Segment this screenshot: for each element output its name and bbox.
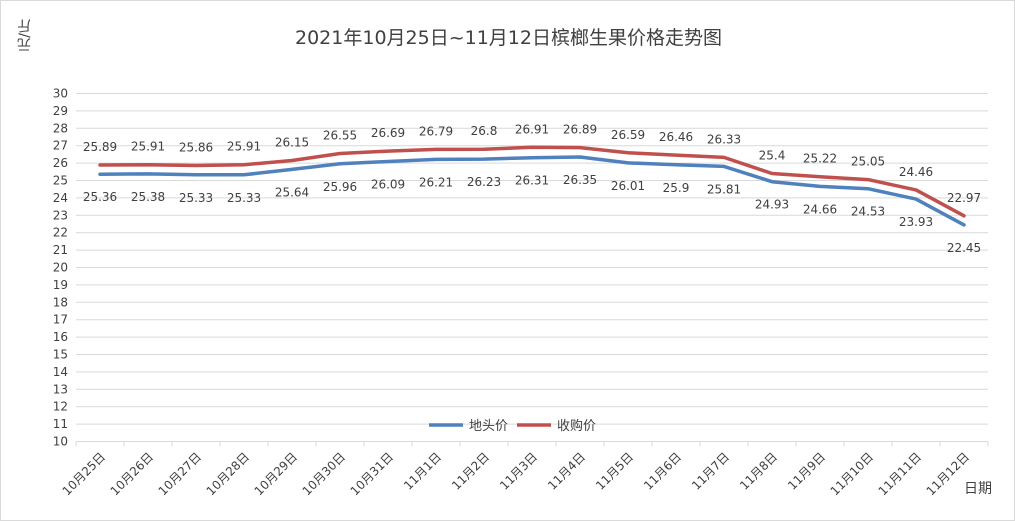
data-label: 25.64 [275,185,309,199]
data-label: 26.31 [515,174,549,188]
data-label: 26.01 [611,179,645,193]
data-label: 26.09 [371,178,405,192]
data-label: 25.36 [83,190,117,204]
data-label: 26.46 [659,130,693,144]
data-label: 25.33 [179,191,213,205]
x-tick-label: 11月5日 [593,450,636,493]
x-tick-label: 11月8日 [737,450,780,493]
data-label: 25.91 [131,140,165,154]
legend-label: 地头价 [469,419,508,434]
y-tick-label: 28 [53,121,68,135]
data-label: 25.22 [803,152,837,166]
data-label: 26.55 [323,129,357,143]
y-tick-label: 29 [53,104,68,118]
data-label: 25.86 [179,141,213,155]
y-tick-label: 30 [53,87,68,101]
data-label: 24.93 [755,198,789,212]
x-axis-label: 日期 [964,481,992,497]
data-label: 25.38 [131,190,165,204]
y-tick-label: 20 [53,261,68,275]
y-tick-label: 16 [53,330,68,344]
data-label: 25.4 [759,149,786,163]
x-tick-label: 11月10日 [828,450,876,498]
data-label: 22.45 [947,241,981,255]
y-tick-label: 23 [53,208,68,222]
x-tick-label: 11月11日 [876,450,924,498]
data-label: 26.23 [467,175,501,189]
x-tick-label: 10月31日 [348,450,396,498]
legend-label: 收购价 [557,418,596,434]
y-tick-label: 19 [53,278,68,292]
series-line-1 [98,155,966,227]
x-tick-label: 11月9日 [785,450,828,493]
data-label: 26.59 [611,128,645,142]
data-label: 25.96 [323,180,357,194]
x-tick-label: 11月6日 [641,450,684,493]
x-tick-label: 10月25日 [60,450,108,498]
data-label: 26.35 [563,173,597,187]
data-label: 24.53 [851,205,885,219]
y-tick-label: 18 [53,295,68,309]
x-tick-label: 10月27日 [156,450,204,498]
data-label: 25.9 [663,181,690,195]
x-tick-label: 11月7日 [689,450,732,493]
data-label: 26.15 [275,135,309,149]
y-tick-label: 13 [53,382,68,396]
chart-title: 2021年10月25日~11月12日槟榔生果价格走势图 [295,27,722,49]
y-tick-label: 24 [53,191,68,205]
y-tick-label: 21 [53,243,68,257]
y-tick-label: 14 [53,365,68,379]
y-tick-label: 25 [53,174,68,188]
data-label: 24.66 [803,202,837,216]
data-label: 25.05 [851,155,885,169]
data-label: 25.33 [227,191,261,205]
data-label: 25.91 [227,140,261,154]
data-label: 26.69 [371,126,405,140]
data-label: 26.79 [419,124,453,138]
x-tick-label: 11月2日 [449,450,492,493]
data-label: 26.89 [563,123,597,137]
x-tick-label: 10月26日 [108,450,156,498]
data-label: 26.8 [471,124,498,138]
data-label: 26.91 [515,122,549,136]
x-tick-label: 11月12日 [924,450,972,498]
y-tick-label: 10 [53,435,68,449]
x-tick-label: 11月1日 [401,450,444,493]
y-tick-label: 22 [53,226,68,240]
data-label: 26.21 [419,175,453,189]
data-label: 25.81 [707,182,741,196]
data-label: 22.97 [947,191,981,205]
y-tick-label: 26 [53,156,68,170]
x-tick-label: 10月28日 [204,450,252,498]
y-tick-label: 15 [53,348,68,362]
data-label: 24.46 [899,165,933,179]
x-tick-label: 11月3日 [497,450,540,493]
data-label: 26.33 [707,132,741,146]
data-label: 23.93 [899,215,933,229]
y-tick-label: 17 [53,313,68,327]
x-tick-label: 11月4日 [545,450,588,493]
series-line-2 [98,145,966,218]
y-tick-label: 11 [53,417,68,431]
x-tick-label: 10月29日 [252,450,300,498]
data-label: 25.89 [83,140,117,154]
y-tick-label: 27 [53,139,68,153]
x-tick-label: 10月30日 [300,450,348,498]
y-tick-label: 12 [53,400,68,414]
